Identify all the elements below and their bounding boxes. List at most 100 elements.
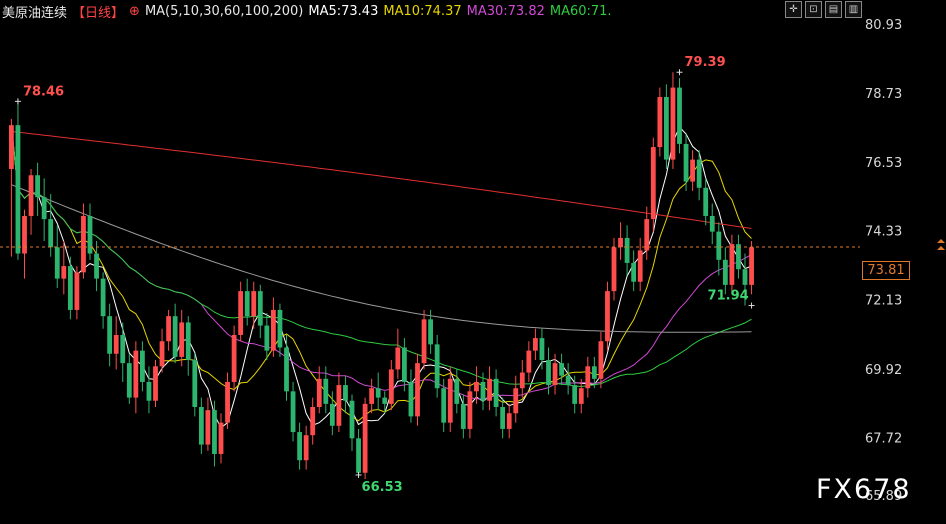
- candle[interactable]: [749, 241, 754, 295]
- candle[interactable]: [500, 397, 506, 439]
- candle[interactable]: [736, 234, 741, 279]
- candle[interactable]: [683, 134, 689, 191]
- candle[interactable]: [146, 366, 152, 414]
- candle[interactable]: [690, 150, 695, 191]
- layout-icon[interactable]: ▤: [825, 1, 842, 18]
- candle[interactable]: [664, 84, 669, 169]
- candle[interactable]: [657, 87, 663, 157]
- candle[interactable]: [696, 150, 702, 201]
- candle[interactable]: [460, 394, 466, 439]
- symbol-label[interactable]: 美原油连续: [2, 5, 68, 21]
- candle[interactable]: [277, 303, 283, 357]
- candle[interactable]: [140, 341, 145, 392]
- candle[interactable]: [310, 397, 316, 445]
- candle[interactable]: [336, 372, 342, 433]
- candle[interactable]: [565, 363, 571, 395]
- candle[interactable]: [474, 366, 479, 404]
- candle[interactable]: [742, 253, 748, 306]
- candle[interactable]: [329, 391, 335, 436]
- candle[interactable]: [546, 347, 551, 395]
- candle[interactable]: [362, 397, 368, 480]
- candle[interactable]: [533, 328, 538, 361]
- candle[interactable]: [578, 378, 584, 414]
- candle[interactable]: [519, 360, 525, 398]
- candle[interactable]: [284, 334, 289, 401]
- candle[interactable]: [67, 256, 73, 320]
- candle[interactable]: [172, 303, 178, 364]
- candle[interactable]: [559, 353, 564, 386]
- candle[interactable]: [585, 356, 591, 398]
- candle[interactable]: [94, 241, 99, 292]
- candle[interactable]: [244, 278, 250, 326]
- candle[interactable]: [572, 375, 578, 414]
- candle[interactable]: [192, 353, 198, 417]
- candle[interactable]: [624, 225, 630, 276]
- candle[interactable]: [487, 366, 492, 411]
- candle[interactable]: [48, 194, 54, 257]
- candle[interactable]: [153, 360, 158, 408]
- candle[interactable]: [506, 403, 512, 439]
- candle[interactable]: [126, 353, 132, 404]
- candle[interactable]: [591, 356, 597, 389]
- candle[interactable]: [644, 206, 650, 260]
- candle[interactable]: [15, 101, 21, 260]
- candle[interactable]: [441, 378, 447, 433]
- candle[interactable]: [369, 378, 375, 414]
- ma-params-label[interactable]: MA(5,10,30,60,100,200): [144, 3, 304, 19]
- candle[interactable]: [415, 353, 420, 426]
- candle[interactable]: [198, 397, 204, 454]
- candle[interactable]: [297, 422, 302, 470]
- candle[interactable]: [9, 118, 14, 257]
- candle[interactable]: [271, 297, 276, 357]
- candle[interactable]: [526, 341, 532, 382]
- candle[interactable]: [264, 313, 270, 361]
- candle[interactable]: [611, 237, 617, 301]
- candle[interactable]: [598, 331, 604, 389]
- candle[interactable]: [513, 375, 519, 423]
- candle[interactable]: [231, 325, 237, 392]
- candle[interactable]: [133, 341, 139, 414]
- candle[interactable]: [218, 413, 224, 464]
- candle[interactable]: [87, 203, 93, 260]
- candle[interactable]: [356, 428, 361, 475]
- expand-icon[interactable]: ⊡: [805, 1, 822, 18]
- gear-icon[interactable]: ⊕: [129, 3, 140, 19]
- candle[interactable]: [74, 266, 80, 320]
- candle[interactable]: [434, 334, 440, 398]
- candle[interactable]: [631, 250, 637, 292]
- candle[interactable]: [120, 322, 126, 382]
- candle[interactable]: [41, 178, 47, 242]
- candle[interactable]: [709, 203, 715, 245]
- candle[interactable]: [703, 178, 709, 226]
- candle[interactable]: [428, 309, 433, 354]
- candle[interactable]: [408, 369, 414, 423]
- candle[interactable]: [54, 225, 60, 288]
- candle[interactable]: [343, 375, 348, 414]
- candle[interactable]: [480, 372, 486, 411]
- candle[interactable]: [382, 391, 388, 414]
- candle[interactable]: [349, 394, 355, 451]
- candle[interactable]: [22, 209, 27, 279]
- candle[interactable]: [552, 353, 558, 395]
- candle[interactable]: [467, 381, 473, 439]
- candle[interactable]: [316, 366, 322, 414]
- candle[interactable]: [677, 78, 682, 154]
- candle[interactable]: [395, 328, 401, 379]
- candle[interactable]: [375, 372, 381, 411]
- candle[interactable]: [618, 222, 623, 260]
- candle[interactable]: [323, 366, 329, 414]
- candle[interactable]: [454, 369, 460, 414]
- candle[interactable]: [716, 222, 722, 276]
- candle[interactable]: [225, 372, 230, 429]
- candle[interactable]: [113, 316, 119, 370]
- candle[interactable]: [185, 316, 191, 376]
- candle[interactable]: [421, 309, 427, 370]
- candle[interactable]: [166, 309, 171, 351]
- candle[interactable]: [61, 241, 67, 295]
- crosshair-icon[interactable]: ✛: [785, 1, 802, 18]
- candle[interactable]: [670, 72, 676, 169]
- candle[interactable]: [402, 338, 407, 392]
- candle[interactable]: [539, 328, 545, 370]
- candle[interactable]: [303, 425, 309, 470]
